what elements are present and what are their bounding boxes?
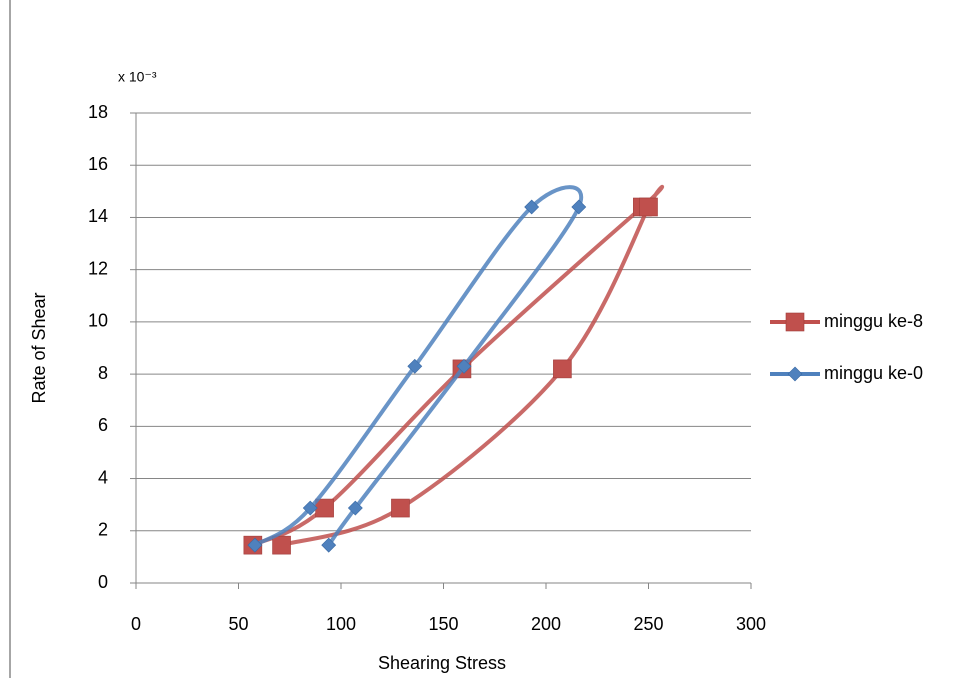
marker [391,499,409,517]
y-tick-label: 8 [98,363,108,383]
y-multiplier: x 10⁻³ [118,69,157,85]
x-tick-label: 0 [131,614,141,634]
x-axis-title: Shearing Stress [378,653,506,673]
chart: x 10⁻³ Shearing Stress Rate of Shear 0 2 4… [0,0,976,678]
page: {"chart_data": { "type": "scatter", "x_l… [0,0,976,683]
y-tick-label: 12 [88,258,108,278]
y-tick-label: 4 [98,467,108,487]
x-tick-label: 300 [736,614,766,634]
y-tick-label: 14 [88,206,108,226]
y-tick-label: 6 [98,415,108,435]
x-tick-label: 250 [633,614,663,634]
x-tick-label: 50 [228,614,248,634]
marker [572,200,586,214]
legend-label: minggu ke-0 [824,363,923,383]
y-tick-label: 16 [88,154,108,174]
x-tick-label: 200 [531,614,561,634]
x-tick-label: 100 [326,614,356,634]
marker [553,360,571,378]
marker [316,499,334,517]
marker [640,198,658,216]
marker [788,367,802,381]
x-tick-label: 150 [428,614,458,634]
marker [273,536,291,554]
legend-label: minggu ke-8 [824,311,923,331]
y-tick-label: 18 [88,102,108,122]
marker [786,313,804,331]
y-tick-label: 2 [98,520,108,540]
y-tick-label: 10 [88,311,108,331]
y-tick-label: 0 [98,572,108,592]
y-axis-title: Rate of Shear [29,292,49,403]
